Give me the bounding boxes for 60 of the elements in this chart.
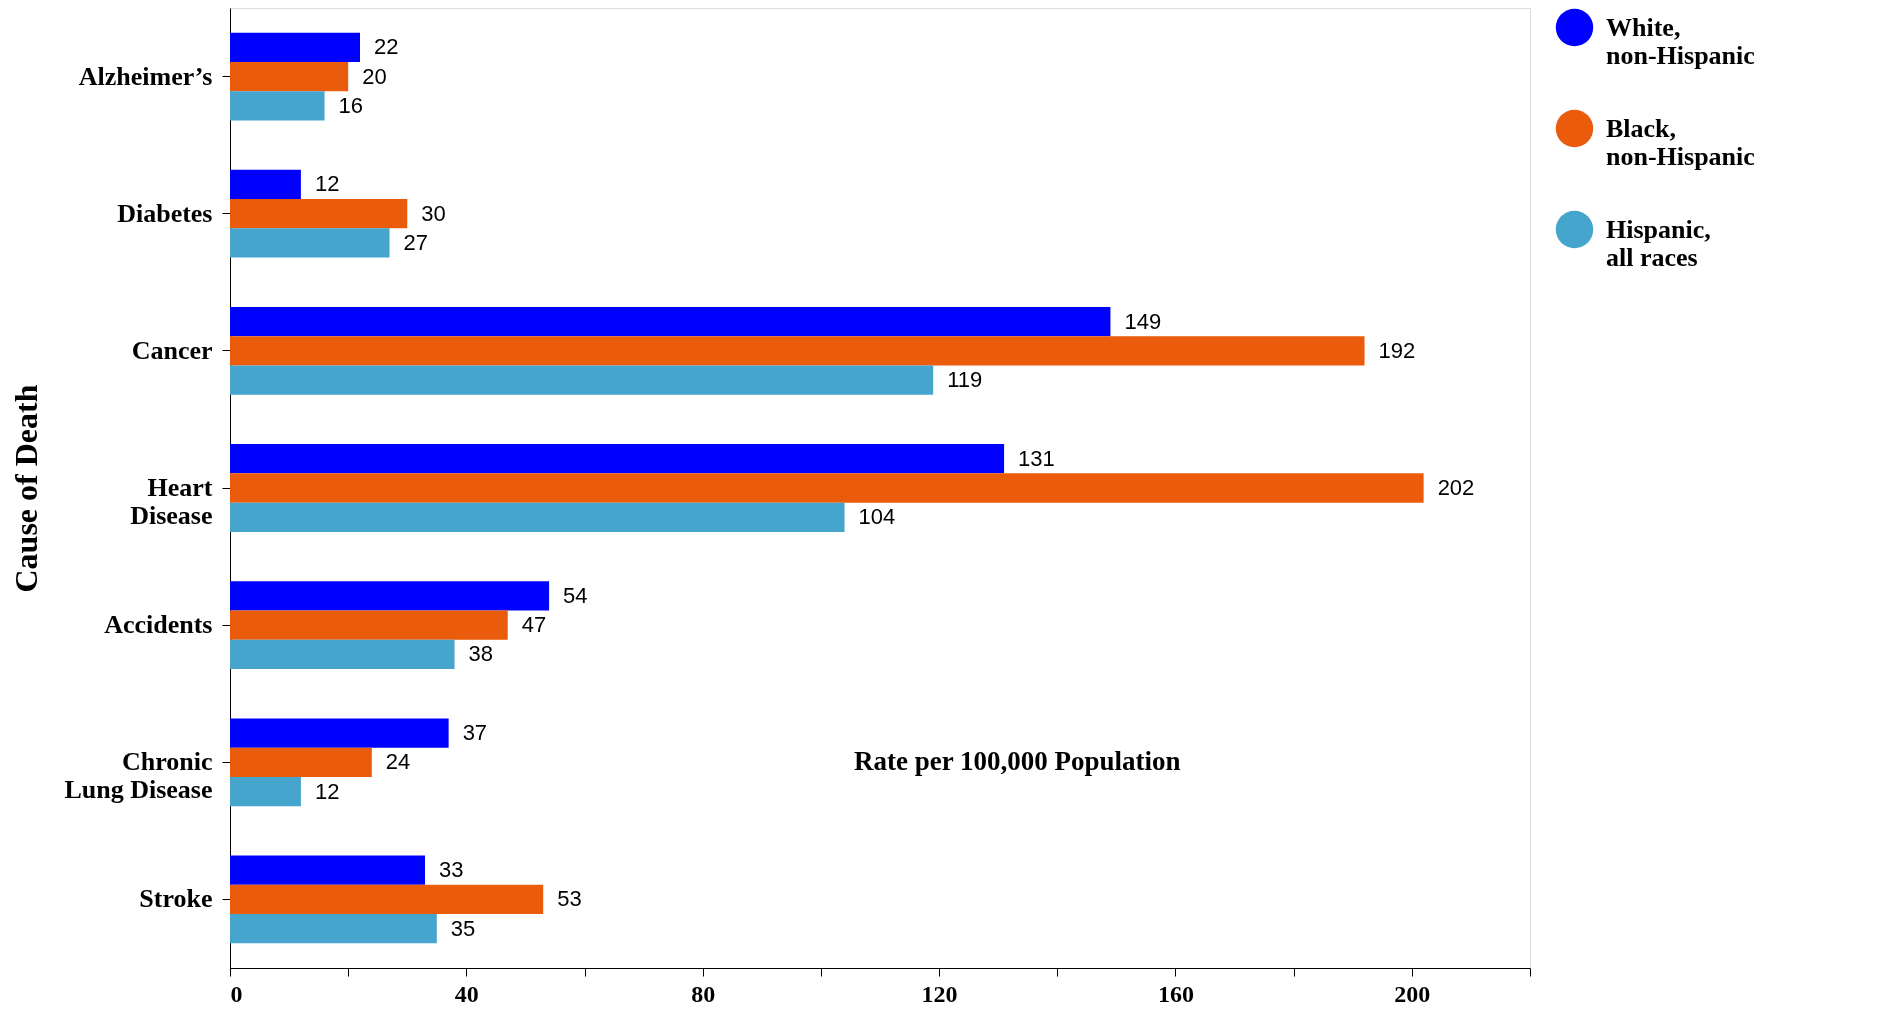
data-label: 33 [439,857,464,883]
data-label: 54 [563,582,588,608]
bar [230,747,372,777]
x-tick-label: 40 [454,980,479,1007]
data-label: 104 [858,504,896,530]
y-tick-label: Accidents [104,610,213,640]
data-label: 192 [1378,337,1416,363]
x-tick-label: 0 [230,980,243,1007]
bar [230,61,349,92]
bar [230,718,449,748]
bar [230,776,301,807]
bar [230,884,544,915]
x-tick-label: 160 [1157,980,1194,1007]
data-label: 24 [385,749,411,775]
y-tick-label: Cancer [131,335,213,365]
bar [230,610,508,640]
x-tick-label: 80 [691,980,716,1007]
data-label: 20 [362,63,387,89]
data-label: 119 [947,367,983,393]
bar [230,914,437,944]
data-label: 202 [1437,475,1475,500]
y-tick-label: Stroke [139,884,213,914]
data-label: 38 [468,641,494,667]
bar [230,473,1424,503]
data-label: 53 [557,886,582,912]
y-tick-label: Alzheimer’s [78,61,213,91]
bar [230,91,325,121]
legend-label: Black, non-Hispanic [1606,113,1755,171]
data-label: 22 [374,34,399,60]
data-label: 37 [462,720,488,746]
bar [230,855,425,885]
bar [230,581,550,611]
data-label: 30 [421,200,446,226]
bar [230,444,1005,474]
data-label: 47 [521,612,547,638]
bar [230,502,845,532]
data-label: 16 [338,92,364,118]
data-label: 35 [450,915,476,941]
x-tick-label: 200 [1394,980,1431,1007]
data-label: 12 [314,171,340,197]
y-tick-label: Heart Disease [130,473,213,530]
bar [230,306,1111,337]
legend-label: White, non-Hispanic [1606,12,1755,70]
data-label: 149 [1124,308,1162,334]
y-tick-label: Diabetes [117,198,213,228]
bar [230,639,455,670]
x-axis-title: Rate per 100,000 Population [854,745,1181,776]
bar [230,32,360,62]
y-axis-title: Cause of Death [8,384,45,593]
x-tick-label: 120 [921,980,958,1007]
bar [230,365,934,395]
data-label: 27 [403,229,429,255]
y-tick-label: Chronic Lung Disease [64,747,213,805]
data-label: 131 [1018,445,1055,471]
data-label: 12 [314,778,340,804]
bar [230,228,390,258]
legend-label: Hispanic, all races [1606,214,1711,272]
bar [230,199,408,229]
bar [230,169,301,200]
bar [230,336,1365,366]
